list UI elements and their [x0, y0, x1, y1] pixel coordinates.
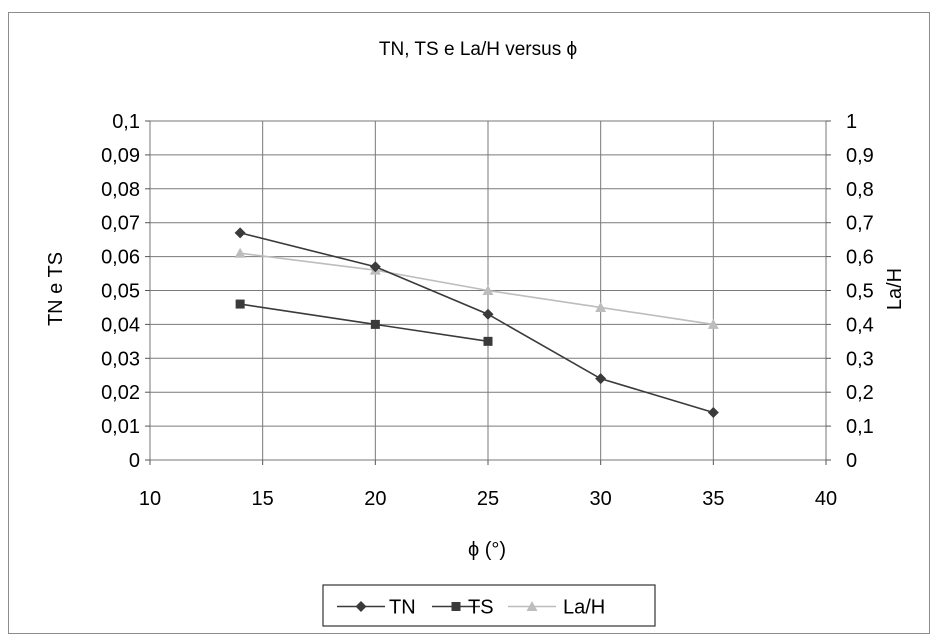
- series-layer: [234, 227, 719, 419]
- y-right-tick-label: 0,8: [846, 179, 874, 201]
- y-left-tick-label: 0,07: [101, 213, 140, 235]
- y-left-tick-label: 0,04: [101, 314, 140, 336]
- y-left-tick-label: 0: [129, 450, 140, 472]
- chart-title: TN, TS e La/H versus ϕ: [379, 39, 577, 60]
- legend-marker-ts: [451, 602, 461, 611]
- series-line-ts: [240, 303, 489, 343]
- data-point-la-h: [482, 285, 494, 295]
- y-left-tick-label: 0,03: [101, 348, 140, 370]
- y-right-tick-label: 0,3: [846, 348, 874, 370]
- y-left-tick-label: 0,01: [101, 416, 140, 438]
- y-axis-left-label: TN e TS: [45, 252, 67, 326]
- x-tick-label: 10: [139, 488, 161, 510]
- series-ts: [235, 299, 493, 346]
- data-point-tn: [234, 227, 246, 239]
- legend: TN TS La/H: [322, 584, 656, 627]
- data-point-ts: [370, 319, 380, 329]
- y-right-tick-label: 0,4: [846, 314, 874, 336]
- legend-label-la-h: La/H: [563, 597, 605, 619]
- y-axis-right-label: La/H: [884, 268, 906, 310]
- y-left-tick-label: 0,02: [101, 382, 140, 404]
- data-point-ts: [235, 299, 245, 309]
- data-point-la-h: [234, 247, 246, 258]
- legend-item-la-h: La/H: [508, 597, 605, 619]
- legend-box: [322, 584, 656, 627]
- legend-item-tn: TN: [337, 597, 416, 619]
- y-right-tick-label: 0,7: [846, 213, 874, 235]
- data-point-la-h: [707, 318, 719, 329]
- x-tick-label: 30: [590, 488, 612, 510]
- x-tick-label: 40: [815, 488, 837, 510]
- y-right-tick-label: 0,6: [846, 247, 874, 269]
- y-right-tick-label: 0,5: [846, 281, 874, 303]
- axes: 0 0 0,01 0,1 0,02 0,2 0,03 0,3 0,04 0,4 0,05 0,5 0,0…: [101, 111, 874, 510]
- grid: [150, 121, 826, 460]
- y-left-tick-label: 0,05: [101, 281, 140, 303]
- data-point-tn: [482, 308, 494, 320]
- y-right-tick-label: 0: [846, 450, 857, 472]
- y-left-tick-label: 0,06: [101, 247, 140, 269]
- y-left-tick-label: 0,09: [101, 145, 140, 167]
- y-left-tick-label: 0,1: [112, 111, 140, 133]
- y-right-tick-label: 0,1: [846, 416, 874, 438]
- y-right-tick-label: 0,9: [846, 145, 874, 167]
- series-line-la-h: [240, 252, 714, 326]
- series-line-tn: [239, 232, 714, 414]
- legend-label-ts: TS: [468, 597, 494, 619]
- x-tick-label: 25: [477, 488, 499, 510]
- series-la-h: [234, 247, 719, 329]
- legend-item-ts: TS: [432, 597, 494, 619]
- y-right-tick-label: 1: [846, 111, 857, 133]
- data-point-tn: [707, 407, 719, 419]
- x-tick-label: 15: [252, 488, 274, 510]
- data-point-tn: [595, 373, 607, 385]
- series-tn: [234, 227, 719, 419]
- data-point-la-h: [595, 301, 607, 312]
- legend-marker-la-h: [526, 601, 538, 611]
- y-right-tick-label: 0,2: [846, 382, 874, 404]
- data-point-ts: [483, 336, 493, 346]
- chart-frame: [8, 12, 930, 634]
- x-tick-label: 35: [702, 488, 724, 510]
- legend-marker-tn: [355, 601, 367, 612]
- data-point-tn: [369, 261, 381, 273]
- y-left-tick-label: 0,08: [101, 179, 140, 201]
- x-tick-label: 20: [364, 488, 386, 510]
- x-axis-label: ϕ (°): [468, 539, 506, 561]
- legend-label-tn: TN: [389, 597, 416, 619]
